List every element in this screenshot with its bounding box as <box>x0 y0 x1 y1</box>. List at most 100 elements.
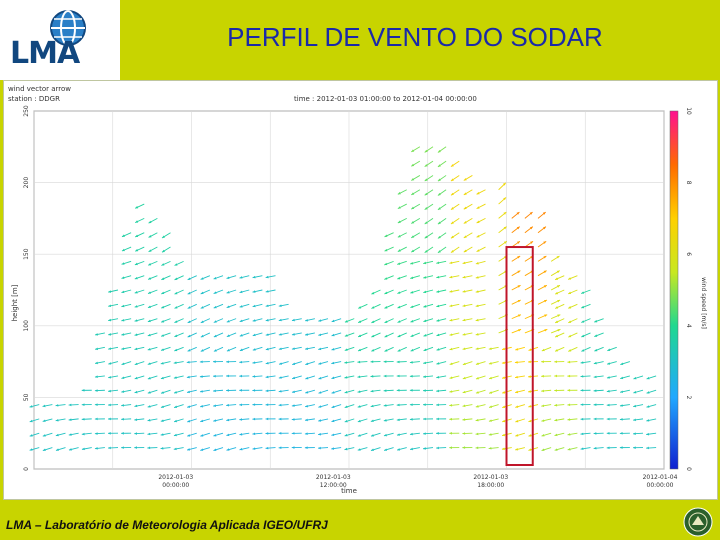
wind-vector-head <box>187 320 191 323</box>
wind-vector-head <box>121 431 124 435</box>
wind-vector-head <box>173 433 177 437</box>
wind-vector-head <box>633 446 636 449</box>
wind-vector-head <box>291 418 295 421</box>
wind-vector-head <box>318 347 322 351</box>
wind-vector-head <box>646 405 650 408</box>
x-tick-label: 2012-01-03 <box>316 474 351 481</box>
wind-vector-head <box>173 361 177 365</box>
wind-vector-head <box>173 376 177 379</box>
wind-vector-head <box>462 275 466 279</box>
wind-vector-head <box>396 389 400 392</box>
wind-vector-head <box>475 318 479 322</box>
wind-vector-head <box>213 404 216 407</box>
wind-vector-head <box>423 361 427 365</box>
wind-vector-head <box>410 334 414 337</box>
wind-vector-head <box>397 234 401 238</box>
wind-vector-head <box>529 226 533 230</box>
wind-vector-head <box>239 276 243 279</box>
wind-vector-head <box>543 270 547 274</box>
wind-vector-head <box>462 333 466 336</box>
wind-vector-head <box>147 347 151 351</box>
wind-vector-head <box>423 375 426 378</box>
wind-vector-head <box>424 249 428 253</box>
wind-vector-head <box>265 375 269 379</box>
globe-icon <box>50 10 86 46</box>
colorbar-tick-label: 6 <box>685 252 692 256</box>
wind-vector-head <box>318 446 321 450</box>
wind-vector-head <box>450 178 454 181</box>
wind-vector-head <box>226 348 230 352</box>
wind-vector-head <box>462 318 466 322</box>
wind-vector-head <box>200 419 204 423</box>
wind-vector-head <box>265 347 269 351</box>
wind-vector-head <box>633 432 636 435</box>
wind-vector-head <box>503 241 507 244</box>
wind-vector-head <box>581 305 585 309</box>
wind-vector-head <box>371 334 375 338</box>
wind-vector-head <box>607 348 611 351</box>
wind-vector-head <box>278 446 282 450</box>
wind-vector-head <box>462 432 466 435</box>
wind-vector-head <box>567 403 571 407</box>
time-range-label: time : 2012-01-03 01:00:00 to 2012-01-04… <box>294 95 477 103</box>
wind-vector-head <box>55 404 59 407</box>
wind-vector-head <box>397 276 401 280</box>
wind-vector-head <box>344 334 348 337</box>
wind-vector-head <box>462 418 466 421</box>
wind-vector-head <box>94 432 98 435</box>
wind-vector-head <box>489 391 493 394</box>
wind-vector-head <box>68 433 72 436</box>
wind-vector-head <box>187 306 191 309</box>
wind-vector-head <box>476 220 480 223</box>
wind-vector-head <box>606 376 610 379</box>
wind-vector-head <box>436 261 440 265</box>
wind-vector-head <box>134 362 138 366</box>
wind-vector-head <box>160 361 164 365</box>
wind-vector-head <box>95 347 99 351</box>
wind-vector-head <box>134 276 138 280</box>
wind-vector-head <box>450 192 454 196</box>
wind-vector-head <box>633 418 636 422</box>
wind-vector-head <box>475 432 479 436</box>
wind-vector-head <box>213 448 217 451</box>
wind-vector-head <box>252 348 256 351</box>
wind-vector-head <box>344 447 348 451</box>
wind-vector-head <box>108 417 111 421</box>
wind-vector-head <box>226 290 230 294</box>
wind-vector-head <box>200 291 204 295</box>
wind-vector-head <box>410 447 413 451</box>
wind-vector-head <box>134 446 137 449</box>
wind-vector-head <box>501 447 505 451</box>
wind-vector-head <box>344 419 348 423</box>
wind-vector-head <box>502 419 506 423</box>
wind-vector-head <box>200 434 204 437</box>
wind-vector-head <box>593 446 597 450</box>
colorbar-tick-label: 8 <box>685 181 692 185</box>
wind-vector-head <box>318 419 322 422</box>
wind-vector-head <box>384 320 388 323</box>
wind-vector-head <box>29 448 33 451</box>
wind-vector-head <box>515 419 519 423</box>
wind-vector-head <box>384 248 388 252</box>
wind-vector-head <box>397 291 401 294</box>
wind-vector-head <box>411 149 415 152</box>
wind-vector-head <box>121 276 125 279</box>
wind-vector-head <box>161 249 165 253</box>
wind-vector-head <box>331 347 335 351</box>
wind-vector-head <box>134 319 138 322</box>
wind-vector-head <box>567 433 571 436</box>
wind-vector-head <box>108 431 111 435</box>
wind-vector-head <box>437 250 441 253</box>
wind-vector-head <box>544 314 548 317</box>
wind-vector-head <box>187 334 191 338</box>
wind-vector-head <box>528 419 532 423</box>
wind-vector-head <box>436 417 439 421</box>
wind-vector-head <box>555 291 559 295</box>
wind-vector-head <box>331 361 335 365</box>
wind-vector-head <box>449 347 453 351</box>
wind-vector-head <box>344 376 348 379</box>
wind-vector-head <box>121 234 125 237</box>
wind-vector-head <box>516 212 520 215</box>
wind-vector-head <box>555 277 559 280</box>
wind-vector-head <box>515 390 519 394</box>
